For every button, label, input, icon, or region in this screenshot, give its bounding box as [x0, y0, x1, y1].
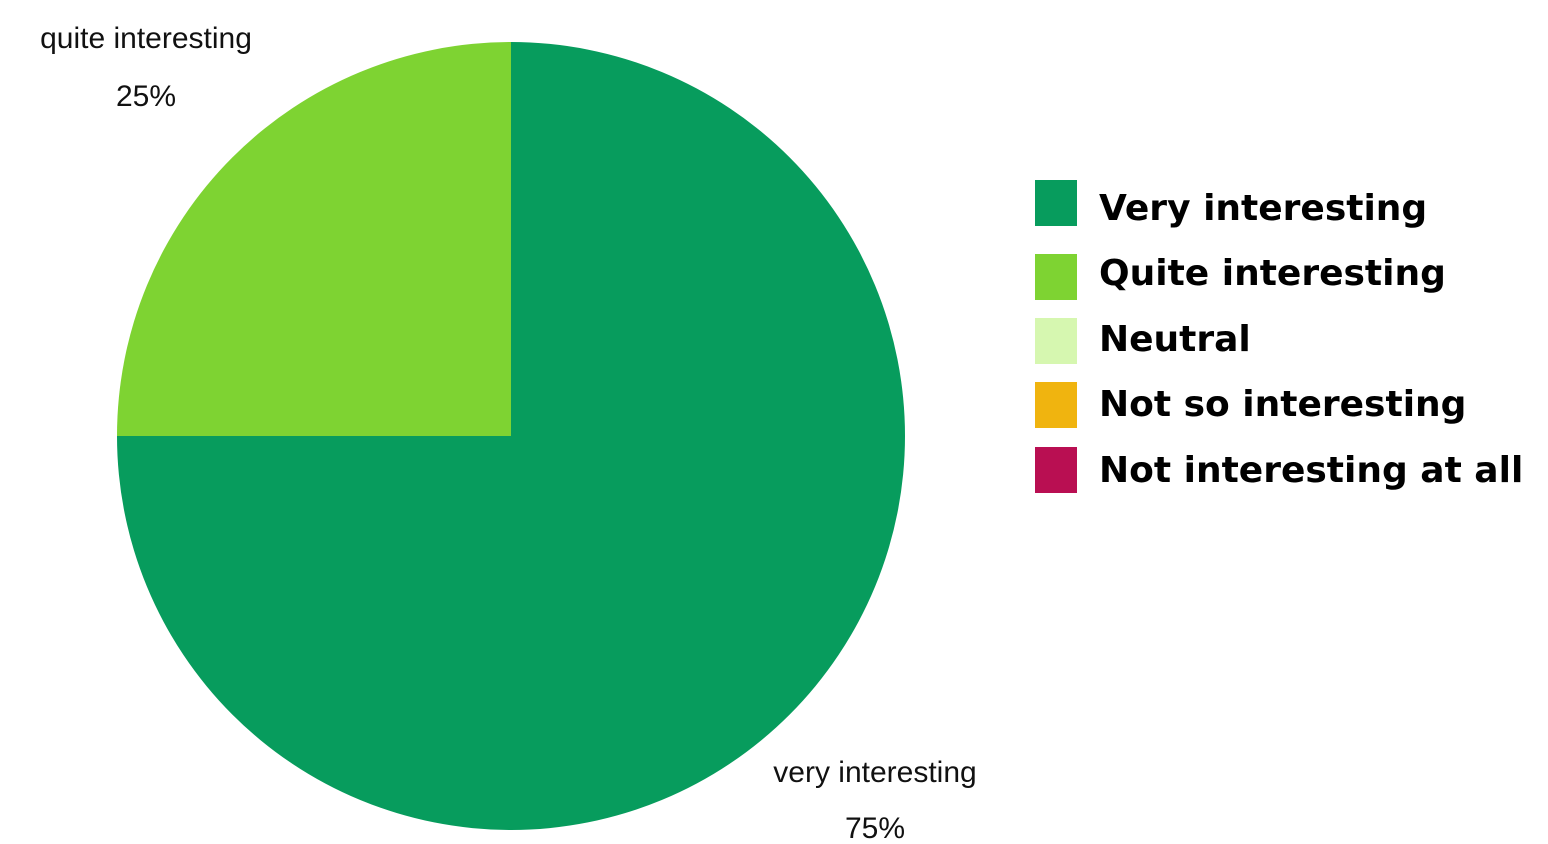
legend: Very interesting Quite interesting Neutr…: [1035, 180, 1523, 493]
slice-label-very-interesting: very interesting 75%: [773, 756, 976, 844]
slice-label-text: quite interesting: [40, 22, 252, 55]
legend-swatch: [1035, 382, 1077, 428]
legend-item-not-so-interesting: Not so interesting: [1035, 382, 1466, 428]
pie-slices: [117, 42, 905, 830]
legend-item-neutral: Neutral: [1035, 318, 1251, 364]
legend-item-very-interesting: Very interesting: [1035, 180, 1427, 229]
slice-value-label: 75%: [845, 812, 905, 844]
legend-item-quite-interesting: Quite interesting: [1035, 253, 1446, 300]
legend-swatch: [1035, 447, 1077, 493]
slice-label-text: very interesting: [773, 756, 976, 789]
pie-slice-quite-interesting: [117, 42, 511, 436]
legend-swatch: [1035, 180, 1077, 226]
legend-swatch: [1035, 318, 1077, 364]
legend-item-not-interesting-at-all: Not interesting at all: [1035, 447, 1523, 493]
legend-label: Neutral: [1099, 319, 1251, 360]
legend-label: Not so interesting: [1099, 384, 1466, 425]
legend-swatch: [1035, 254, 1077, 300]
legend-label: Quite interesting: [1099, 253, 1446, 294]
legend-label: Very interesting: [1099, 188, 1427, 229]
slice-value-label: 25%: [116, 80, 176, 113]
slice-label-quite-interesting: quite interesting 25%: [40, 22, 252, 113]
legend-label: Not interesting at all: [1099, 450, 1523, 491]
